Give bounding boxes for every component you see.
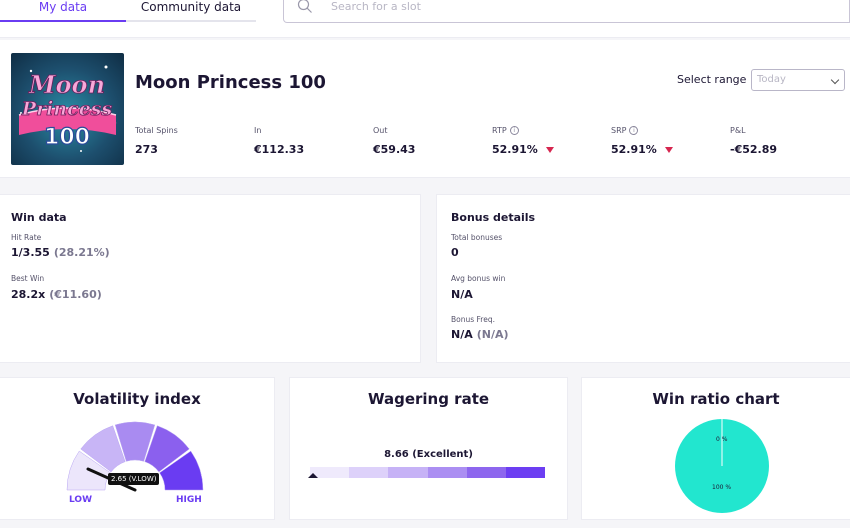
wagering-marker (308, 473, 318, 478)
wagering-card: Wagering rate 8.66 (Excellent) (289, 377, 568, 520)
search-icon (297, 0, 312, 13)
chevron-down-icon (830, 75, 840, 85)
tab-community-data[interactable]: Community data (126, 0, 256, 22)
slot-header: Moon Princess 100 Moon Princess 100 Sele… (0, 40, 850, 178)
search-placeholder: Search for a slot (331, 0, 421, 13)
wagering-bar (310, 467, 546, 478)
range-selected-value: Today (757, 74, 786, 85)
volatility-card: Volatility index 2.65 (V.LOW) LOW HIGH (0, 377, 275, 520)
win-ratio-pie (675, 419, 769, 513)
stat-label: SRP (611, 126, 627, 135)
svg-text:Princess: Princess (21, 98, 113, 120)
wagering-segment (427, 467, 467, 478)
tab-my-data[interactable]: My data (0, 0, 126, 22)
best-win-multiplier: 28.2x (11, 288, 46, 301)
best-win-label: Best Win (11, 274, 45, 283)
bonus-freq-value: N/A (N/A) (451, 328, 509, 341)
wagering-segment (505, 467, 546, 478)
slot-logo-image: Moon Princess 100 (18, 65, 117, 152)
stat-srp: SRP i 52.91% (611, 126, 673, 156)
stat-rtp: RTP i 52.91% (492, 126, 554, 156)
win-ratio-title: Win ratio chart (652, 390, 780, 408)
volatility-tooltip: 2.65 (V.LOW) (108, 473, 160, 485)
bonus-freq-percent: (N/A) (476, 328, 509, 341)
stat-value: 52.91% (611, 143, 657, 156)
range-select[interactable]: Today (751, 69, 845, 91)
svg-text:100: 100 (44, 125, 90, 150)
stat-label: In (254, 126, 262, 135)
wagering-segment (388, 467, 428, 478)
stat-label: RTP (492, 126, 507, 135)
wagering-segment (466, 467, 506, 478)
wagering-title: Wagering rate (367, 390, 490, 408)
trend-down-icon (545, 146, 554, 153)
slot-title: Moon Princess 100 (135, 72, 326, 93)
bonus-details-card: Bonus details Total bonuses 0 Avg bonus … (436, 194, 850, 363)
best-win-value: 28.2x (€11.60) (11, 288, 102, 301)
win-ratio-card: Win ratio chart 0 % 100 % (581, 377, 850, 520)
gauge-segment (80, 425, 126, 473)
wagering-segment (310, 467, 350, 478)
volatility-gauge (66, 421, 204, 492)
bonus-details-title: Bonus details (451, 211, 536, 224)
gauge-segment (114, 421, 156, 462)
total-bonuses-label: Total bonuses (451, 233, 503, 242)
stat-out: Out €59.43 (373, 126, 415, 156)
search-input[interactable]: Search for a slot (283, 0, 850, 23)
volatility-title: Volatility index (73, 390, 201, 408)
stat-in: In €112.33 (254, 126, 304, 156)
pie-label-top: 0 % (716, 436, 728, 443)
pie-label-bottom: 100 % (712, 484, 732, 491)
stat-total-spins: Total Spins 273 (135, 126, 178, 156)
win-data-title: Win data (11, 211, 67, 224)
stat-label: P&L (730, 126, 746, 135)
stat-value: -€52.89 (730, 143, 778, 156)
wagering-value: 8.66 (Excellent) (384, 449, 473, 460)
gauge-segment (144, 425, 190, 473)
gauge-segment (159, 450, 204, 491)
stat-label: Total Spins (135, 126, 178, 135)
stat-value: 273 (135, 143, 158, 156)
win-data-card: Win data Hit Rate 1/3.55 (28.21%) Best Wi… (0, 194, 421, 363)
info-icon[interactable]: i (629, 126, 639, 135)
wagering-segment (349, 467, 389, 478)
hit-rate-ratio: 1/3.55 (11, 246, 50, 259)
bonus-freq-label: Bonus Freq. (451, 315, 495, 324)
gauge-high-label: HIGH (176, 495, 202, 505)
stat-value: €59.43 (373, 143, 416, 156)
select-range-label: Select range (677, 73, 747, 86)
svg-text:Moon: Moon (28, 70, 105, 99)
best-win-amount: (€11.60) (49, 288, 102, 301)
trend-down-icon (664, 146, 673, 153)
info-icon[interactable]: i (509, 126, 519, 135)
hit-rate-value: 1/3.55 (28.21%) (11, 246, 110, 259)
top-bar: My data Community data Search for a slot (0, 0, 850, 38)
slot-thumbnail: Moon Princess 100 (11, 53, 124, 165)
stat-value: 52.91% (492, 143, 538, 156)
avg-bonus-win-label: Avg bonus win (451, 274, 506, 283)
avg-bonus-win-value: N/A (451, 288, 473, 301)
stat-label: Out (373, 126, 388, 135)
stat-pnl: P&L -€52.89 (730, 126, 777, 156)
hit-rate-percent: (28.21%) (53, 246, 110, 259)
hit-rate-label: Hit Rate (11, 233, 42, 242)
bonus-freq-ratio: N/A (451, 328, 473, 341)
stat-value: €112.33 (254, 143, 305, 156)
total-bonuses-value: 0 (451, 246, 459, 259)
gauge-low-label: LOW (69, 495, 92, 505)
